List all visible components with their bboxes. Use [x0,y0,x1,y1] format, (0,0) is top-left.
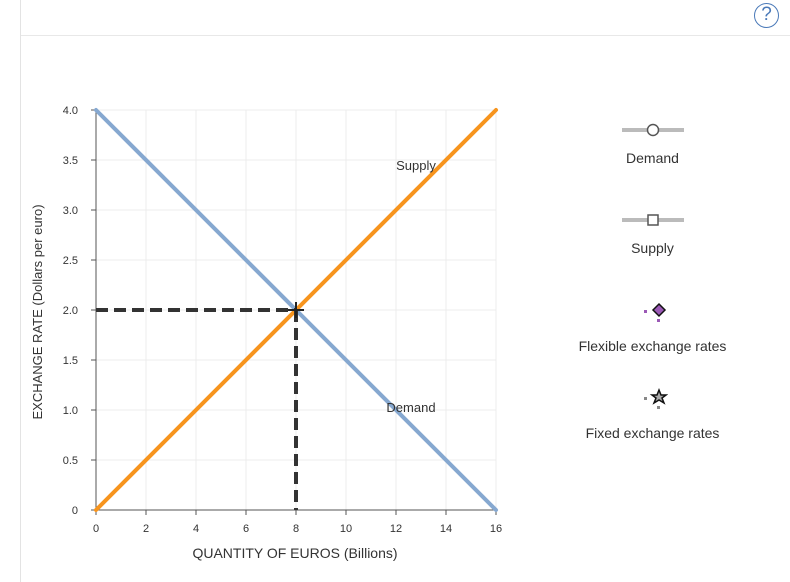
annotation-demand: Demand [386,400,435,415]
diamond-icon [643,302,666,322]
y-tick-label: 1.5 [63,355,78,367]
x-tick-label: 14 [440,523,452,535]
y-tick-label: 3.5 [63,155,78,167]
legend-label-supply: Supply [631,240,674,256]
exchange-rate-chart[interactable]: 0 2 4 6 8 10 12 14 16 0 0.5 1.0 1.5 2.0 2.5 3.0 3.5 4.0 S… [0,0,560,582]
x-axis-label: QUANTITY OF EUROS (Billions) [192,545,397,561]
square-line-icon [621,214,684,226]
x-tick-label: 6 [243,523,249,535]
y-tick-label: 0 [72,505,78,517]
star-icon [643,387,668,409]
y-tick-label: 4.0 [63,105,78,117]
x-tick-label: 2 [143,523,149,535]
x-tick-label: 10 [340,523,352,535]
y-tick-label: 0.5 [63,455,78,467]
legend-label-fixed: Fixed exchange rates [585,425,720,441]
x-tick-label: 0 [93,523,99,535]
x-tick-label: 16 [490,523,502,535]
legend-label-demand: Demand [626,150,679,166]
annotation-supply: Supply [396,158,436,173]
y-tick-label: 2.0 [63,305,78,317]
x-tick-label: 8 [293,523,299,535]
x-tick-label: 12 [390,523,402,535]
equilibrium-guides [96,302,304,510]
legend-supply[interactable]: Supply [560,212,745,256]
y-tick-label: 3.0 [63,205,78,217]
y-axis-label: EXCHANGE RATE (Dollars per euro) [30,204,45,419]
panel-left-border [20,0,21,582]
y-tick-label: 1.0 [63,405,78,417]
legend-flexible-rates[interactable]: Flexible exchange rates [560,300,745,354]
legend-label-flexible: Flexible exchange rates [578,338,727,354]
y-tick-label: 2.5 [63,255,78,267]
panel-top-rule [21,35,790,36]
help-button[interactable]: ? [754,3,779,28]
circle-line-icon [621,123,684,137]
x-tick-label: 4 [193,523,199,535]
legend-fixed-rates[interactable]: Fixed exchange rates [560,387,745,441]
legend-demand[interactable]: Demand [560,122,745,166]
label-layer: Supply Demand [386,158,436,415]
